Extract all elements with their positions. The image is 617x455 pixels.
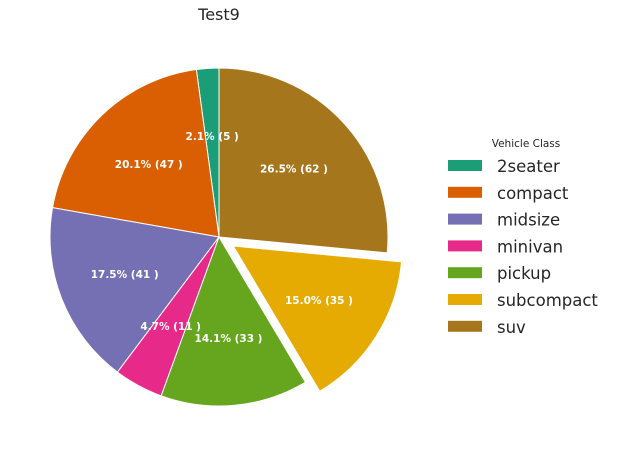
- legend-label-minivan: minivan: [497, 237, 563, 256]
- slice-label-pickup: 14.1% (33 ): [195, 333, 263, 345]
- legend-label-compact: compact: [497, 184, 569, 203]
- pie-slice-midsize: [49, 207, 220, 373]
- chart-title: Test9: [197, 5, 240, 24]
- legend-swatch-subcompact: [448, 294, 482, 305]
- legend-items: 2seater compact midsize minivan pickup subcom…: [448, 157, 598, 337]
- slice-label-suv: 26.5% (62 ): [260, 164, 328, 176]
- slice-label-compact: 20.1% (47 ): [115, 159, 183, 171]
- pie-slice-suv: [218, 67, 389, 254]
- legend-label-midsize: midsize: [497, 211, 560, 230]
- slice-label-subcompact: 15.0% (35 ): [285, 295, 353, 307]
- legend-swatch-pickup: [448, 267, 482, 279]
- legend-label-subcompact: subcompact: [497, 291, 598, 310]
- slice-label-minivan: 4.7% (11 ): [140, 321, 201, 333]
- pie-slice-compact: [51, 68, 220, 238]
- legend-swatch-compact: [448, 186, 482, 198]
- legend: Vehicle Class 2seater compact midsize miniv…: [448, 138, 598, 337]
- slice-label-midsize: 17.5% (41 ): [91, 269, 159, 281]
- legend-label-2seater: 2seater: [497, 157, 560, 176]
- legend-swatch-midsize: [448, 213, 482, 225]
- pie-slice-subcompact: [232, 245, 403, 392]
- slice-labels: 2.1% (5 ) 20.1% (47 ) 17.5% (41 ) 4.7% (11 …: [91, 131, 353, 345]
- legend-swatch-minivan: [448, 240, 482, 252]
- legend-swatch-suv: [448, 320, 482, 332]
- legend-label-suv: suv: [497, 318, 526, 337]
- legend-label-pickup: pickup: [497, 264, 551, 283]
- pie-slices: [49, 67, 403, 407]
- slice-label-2seater: 2.1% (5 ): [186, 131, 239, 143]
- legend-title: Vehicle Class: [492, 138, 561, 150]
- pie-slice-pickup: [160, 235, 307, 407]
- legend-swatch-2seater: [448, 160, 482, 171]
